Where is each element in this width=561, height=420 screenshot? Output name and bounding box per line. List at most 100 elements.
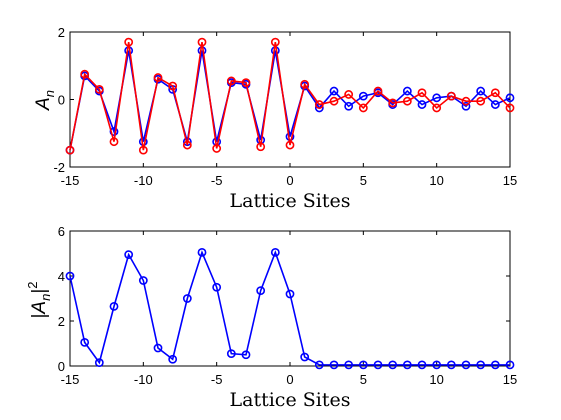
top-y-tick-label: 0: [58, 93, 65, 108]
top-series-1-point: [182, 140, 192, 150]
top-series-1-point: [314, 100, 324, 109]
bottom-series-0-point: [138, 276, 148, 285]
bottom-x-tick-label: 15: [503, 372, 517, 387]
bottom-plot-area: [69, 230, 511, 367]
top-series-1-point: [417, 88, 427, 98]
bottom-series-0-point: [80, 337, 90, 347]
bottom-series-0-point: [358, 360, 368, 370]
top-series-1-point: [285, 140, 295, 150]
top-series-1-point: [358, 103, 368, 113]
top-series-0-line: [69, 50, 511, 151]
top-tick-labels: -15 -10 -5 0 5 10 15 -2 0 2: [53, 25, 517, 188]
top-series-1-point: [241, 78, 251, 88]
top-series-1-point: [109, 137, 119, 147]
top-x-tick-label: 5: [360, 173, 367, 188]
top-x-tick-label: 15: [503, 173, 517, 188]
top-series-1-line: [69, 42, 511, 151]
bottom-x-tick-label: 5: [360, 372, 367, 387]
top-series-0-point: [461, 101, 471, 111]
top-series-1-point: [461, 96, 471, 106]
bottom-series-0-point: [432, 360, 442, 370]
top-series-1-point: [270, 37, 280, 47]
top-panel: -15 -10 -5 0 5 10 15-202 Lattice Sites An: [33, 25, 517, 212]
top-series-0-point: [505, 93, 515, 103]
top-series-1-point: [505, 103, 515, 113]
top-series-0-point: [329, 86, 339, 96]
bottom-series-0-point: [373, 360, 383, 370]
top-series-1-point: [153, 73, 163, 82]
bottom-x-tick-label: 10: [429, 372, 443, 387]
top-series-1-point: [197, 37, 207, 47]
bottom-tick-labels: -15 -10 -5 0 5 10 15 0 2 4 6: [58, 224, 517, 387]
top-series: [65, 37, 515, 155]
bottom-y-tick-label: 4: [58, 269, 65, 284]
bottom-series-0-point: [153, 343, 163, 353]
top-series-1-point: [402, 96, 412, 106]
bottom-series-0-point: [476, 360, 486, 370]
top-series-1-point: [212, 144, 222, 153]
bottom-series-0-point: [168, 354, 178, 364]
top-series-0-point: [417, 100, 427, 109]
bottom-series-0-point: [65, 271, 75, 281]
bottom-series-0-point: [270, 247, 280, 257]
bottom-series-0-point: [402, 360, 412, 370]
bottom-series-0-line: [69, 250, 510, 366]
top-ticks: [69, 31, 511, 168]
bottom-series-0-point: [490, 360, 500, 370]
top-series-1-point: [329, 96, 339, 106]
top-y-tick-label: 2: [58, 25, 65, 40]
bottom-x-tick-label: -15: [61, 372, 80, 387]
top-series-1-point: [476, 96, 486, 106]
bottom-series-0-point: [314, 360, 324, 370]
bottom-series-0-point: [417, 360, 427, 370]
bottom-y-tick-label: 0: [58, 359, 65, 374]
top-series-1-point: [94, 84, 104, 94]
top-series-0-point: [358, 91, 368, 101]
top-series-1-point: [490, 88, 500, 98]
bottom-series-0-point: [256, 286, 266, 296]
top-x-tick-label: 10: [429, 173, 443, 188]
top-series-0-point: [490, 100, 500, 109]
top-series-1-point: [446, 91, 456, 101]
top-series-0-point: [182, 137, 192, 147]
top-x-tick-label: -15: [61, 173, 80, 188]
top-x-tick-label: 0: [286, 173, 293, 188]
bottom-x-tick-label: 0: [286, 372, 293, 387]
bottom-series-0-point: [109, 301, 119, 311]
bottom-x-axis-label: Lattice Sites: [230, 389, 351, 411]
top-series-1-point: [226, 76, 236, 86]
bottom-x-tick-label: -10: [134, 372, 153, 387]
bottom-series-0-point: [505, 360, 515, 370]
bottom-series-0-point: [124, 250, 134, 260]
bottom-x-tick-label: -5: [211, 372, 223, 387]
top-y-tick-label: -2: [53, 160, 65, 175]
top-x-tick-label: -5: [211, 173, 223, 188]
bottom-series-0-point: [461, 360, 471, 370]
top-series-1-point: [65, 145, 75, 155]
bottom-series-0-point: [212, 282, 222, 292]
top-series-1-point: [138, 145, 148, 155]
bottom-series-0-point: [241, 350, 251, 360]
bottom-y-tick-label: 2: [58, 314, 65, 329]
bottom-series-0-point: [388, 360, 398, 370]
bottom-series-0-point: [446, 360, 456, 370]
bottom-series-0-point: [197, 247, 207, 257]
bottom-series-0-point: [226, 349, 236, 359]
bottom-series-0-point: [285, 289, 295, 299]
top-series-1-point: [168, 81, 178, 91]
top-series-1-point: [432, 103, 442, 113]
bottom-series-0-point: [182, 294, 192, 303]
top-series-1-point: [373, 86, 383, 96]
top-series-0-point: [432, 93, 442, 103]
bottom-series-0-point: [329, 360, 339, 370]
bottom-series-0-point: [94, 358, 104, 368]
top-series-1-point: [300, 79, 310, 89]
bottom-series: [65, 247, 515, 370]
top-series-1-point: [256, 142, 266, 152]
top-x-axis-label: Lattice Sites: [230, 190, 351, 212]
top-series-0-point: [476, 86, 486, 96]
top-series-1-point: [388, 98, 398, 108]
top-series-1-point: [80, 69, 90, 79]
bottom-series-0-point: [344, 360, 354, 370]
